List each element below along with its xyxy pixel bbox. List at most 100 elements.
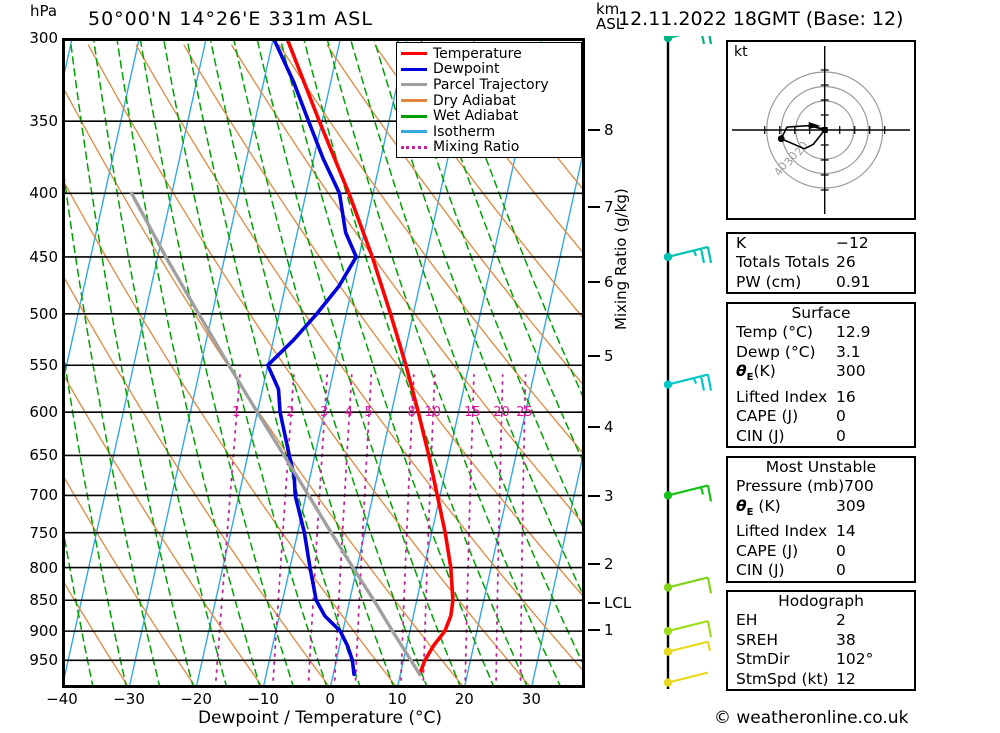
info-value: 16 [836,387,856,406]
lcl-tick-mark [588,602,600,605]
legend-swatch [401,130,427,134]
altitude-tick-mark [588,425,600,428]
wind-barb-half [692,377,698,384]
temperature-tick-label: 20 [454,690,474,708]
altitude-tick-label: 6 [604,273,614,292]
temperature-tick-label: 10 [387,690,407,708]
info-label: θE (K) [736,496,781,518]
date-title: 12.11.2022 18GMT (Base: 12) [618,8,904,30]
panel-heading: Hodograph [778,592,864,610]
isotherm-line [128,38,275,688]
temperature-tick-label: 30 [521,690,541,708]
wet-adiabat-line [279,38,496,688]
pressure-tick-label: 400 [29,184,58,203]
info-row: Dewp (°C) 3.1 [728,343,914,362]
isotherm-line [62,38,208,688]
mixing-ratio-line [307,374,329,688]
wet-adiabat-line [442,38,585,403]
info-label: CAPE (J) [736,407,799,426]
mixing-ratio-label: 25 [516,405,533,420]
indices-panel: K −12 Totals Totals 26 PW (cm) 0.91 [726,232,916,295]
dry-adiabat-line [326,44,585,388]
info-value: 0 [836,561,846,580]
info-label: CAPE (J) [736,541,799,560]
mixing-ratio-line [214,374,241,688]
legend-label: Parcel Trajectory [433,76,549,93]
altitude-tick-mark [588,495,600,498]
legend-item: Mixing Ratio [401,140,577,156]
mixing-ratio-label: 1 [232,405,240,420]
legend-item: Dewpoint [401,62,577,78]
dry-adiabat-line [62,177,398,688]
mixing-ratio-line [495,374,504,688]
info-row: SREH 38 [728,631,914,650]
legend-swatch [401,67,427,71]
temperature-tick-label: 0 [325,690,335,708]
mixing-ratio-label: 8 [408,405,416,420]
info-row: Lifted Index 14 [728,522,914,541]
info-label: CIN (J) [736,426,785,445]
pressure-tick-label: 350 [29,112,58,131]
dry-adiabat-line [183,44,585,600]
wind-barb-shaft [667,245,709,258]
info-row: Totals Totals 26 [728,253,914,272]
altitude-tick-mark [588,206,600,209]
wind-barb-shaft [667,671,709,684]
info-value: 300 [836,362,866,381]
wind-barb-full [706,620,713,638]
info-value: −12 [836,234,869,252]
hodograph-storm-vector [808,124,825,131]
legend-swatch [401,99,427,103]
hodograph-endpoint [777,135,785,143]
lcl-label: LCL [604,594,632,613]
wind-barb-shaft [667,640,709,653]
info-value: 0 [836,407,846,426]
wind-barb [663,245,713,264]
hodograph-panel: kt 20 30 40 [726,40,916,220]
legend-item: Wet Adiabat [401,108,577,124]
mixing-ratio-label: 20 [493,405,510,420]
pressure-tick-label: 700 [29,486,58,505]
hodograph-unit-label: kt [734,44,748,60]
altitude-axis-unit: km ASL [596,2,624,32]
pressure-tick-label: 300 [29,29,58,47]
dry-adiabat-line [278,44,585,457]
info-label: Totals Totals [736,253,830,272]
altitude-tick-mark [588,354,600,357]
wind-barb-full [706,577,713,594]
altitude-axis-unit-km: km [596,0,620,18]
legend: Temperature Dewpoint Parcel Trajectory Dry … [396,42,582,159]
dry-adiabat-line [374,44,585,322]
wet-adiabat-line [62,340,128,688]
wind-barb [663,484,713,502]
altitude-tick-mark [588,281,600,284]
info-label: Lifted Index [736,522,828,541]
legend-label: Dewpoint [433,61,500,78]
info-value: 700 [844,477,874,496]
info-row: K −12 [728,234,914,253]
info-value: 14 [836,522,856,541]
wind-barb-shaft [667,576,709,589]
x-axis-title: Dewpoint / Temperature (°C) [197,708,443,728]
pressure-tick-label: 600 [29,403,58,422]
info-label: CIN (J) [736,561,785,580]
pressure-tick-label: 800 [29,558,58,577]
mixing-ratio-line [354,374,373,688]
altitude-tick-mark [588,563,600,566]
legend-swatch [401,114,427,118]
info-value: 102° [836,650,874,669]
info-row: CAPE (J) 0 [728,407,914,426]
wind-barb [663,620,713,638]
temperature-tick-label: −10 [247,690,279,708]
info-label: Lifted Index [736,387,828,406]
wind-barb-full [699,248,706,264]
legend-item: Parcel Trajectory [401,77,577,93]
wind-barb-full [706,246,713,264]
dry-adiabat-line [62,370,264,688]
legend-label: Isotherm [433,123,496,140]
altitude-tick-label: 7 [604,198,614,217]
info-row: Lifted Index 16 [728,388,914,407]
wet-adiabat-line [69,38,195,688]
info-label: StmDir [736,650,790,669]
wet-adiabat-line [302,38,529,688]
